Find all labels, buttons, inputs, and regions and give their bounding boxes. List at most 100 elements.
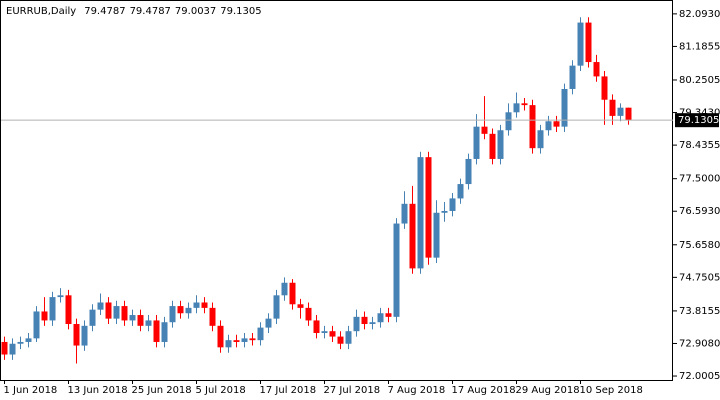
candle-body bbox=[505, 112, 512, 131]
x-tick-label: 17 Jul 2018 bbox=[260, 385, 317, 396]
candle-body bbox=[273, 295, 280, 319]
candle-body bbox=[97, 302, 104, 310]
last-open: 79.4787 bbox=[84, 6, 125, 17]
x-tick-label: 17 Aug 2018 bbox=[452, 385, 516, 396]
candle-body bbox=[249, 338, 256, 341]
candle-body bbox=[65, 295, 72, 325]
candle-body bbox=[177, 306, 184, 314]
candle-body bbox=[489, 133, 496, 159]
x-tick-label: 1 Jun 2018 bbox=[4, 385, 58, 396]
candle-body bbox=[73, 324, 80, 346]
x-tick-label: 7 Aug 2018 bbox=[388, 385, 446, 396]
y-tick-label: 76.5930 bbox=[679, 206, 720, 217]
candle-body bbox=[217, 325, 224, 348]
candle-body bbox=[305, 307, 312, 321]
candle-body bbox=[353, 316, 360, 332]
candle-body bbox=[57, 295, 64, 298]
candle-body bbox=[137, 315, 144, 326]
candle-body bbox=[313, 320, 320, 333]
candle-body bbox=[409, 203, 416, 269]
candle-body bbox=[153, 320, 160, 342]
candle-body bbox=[601, 76, 608, 100]
candle-body bbox=[553, 121, 560, 127]
candle-body bbox=[41, 311, 48, 321]
candle-body bbox=[257, 327, 264, 341]
y-tick-label: 78.4355 bbox=[679, 140, 720, 151]
candle-body bbox=[441, 210, 448, 213]
candle-body bbox=[609, 99, 616, 116]
last-close: 79.1305 bbox=[220, 6, 261, 17]
y-tick-label: 72.9080 bbox=[679, 338, 720, 349]
chart-title: EURRUB,Daily bbox=[6, 6, 76, 17]
candle-body bbox=[81, 325, 88, 346]
last-low: 79.0037 bbox=[175, 6, 216, 17]
candle-body bbox=[393, 223, 400, 317]
candle-body bbox=[617, 107, 624, 116]
x-tick-label: 27 Jul 2018 bbox=[324, 385, 381, 396]
y-tick-label: 74.7505 bbox=[679, 272, 720, 283]
candle-body bbox=[385, 313, 392, 317]
candle-body bbox=[521, 103, 528, 106]
candle-body bbox=[281, 282, 288, 296]
candle-body bbox=[89, 309, 96, 326]
candle-body bbox=[337, 336, 344, 344]
candle-body bbox=[9, 343, 16, 355]
candle-body bbox=[113, 306, 120, 319]
candle-body bbox=[417, 157, 424, 269]
candle-body bbox=[457, 184, 464, 199]
candle-body bbox=[577, 22, 584, 66]
x-tick-label: 5 Jul 2018 bbox=[196, 385, 246, 396]
candle-body bbox=[433, 212, 440, 258]
candle-body bbox=[345, 331, 352, 344]
plot-frame bbox=[0, 0, 673, 381]
candle-body bbox=[329, 331, 336, 337]
candle-body bbox=[49, 297, 56, 321]
x-tick-label: 10 Sep 2018 bbox=[580, 385, 643, 396]
candle-body bbox=[377, 313, 384, 323]
candle-body bbox=[33, 311, 40, 339]
candle-body bbox=[193, 302, 200, 308]
candle-body bbox=[401, 203, 408, 224]
price-tag bbox=[675, 113, 719, 128]
candle-body bbox=[1, 341, 8, 355]
candle-body bbox=[497, 130, 504, 159]
candle-body bbox=[161, 322, 168, 342]
x-tick-label: 25 Jun 2018 bbox=[132, 385, 192, 396]
candle-body bbox=[105, 302, 112, 319]
candle-body bbox=[537, 130, 544, 149]
y-tick-label: 75.6580 bbox=[679, 240, 720, 251]
candle-body bbox=[369, 322, 376, 325]
price-tag-label: 79.1305 bbox=[678, 115, 719, 126]
candle-body bbox=[321, 331, 328, 333]
y-tick-label: 80.2505 bbox=[679, 75, 720, 86]
candle-body bbox=[241, 338, 248, 342]
candle-body bbox=[201, 302, 208, 308]
y-tick-label: 81.1855 bbox=[679, 41, 720, 52]
y-tick-label: 79.3430 bbox=[679, 108, 720, 119]
candle-body bbox=[465, 158, 472, 185]
x-tick-label: 29 Aug 2018 bbox=[516, 385, 580, 396]
y-tick-label: 82.0930 bbox=[679, 9, 720, 20]
chart-header: EURRUB,Daily 79.4787 79.4787 79.0037 79.1305 bbox=[6, 6, 262, 17]
candle-body bbox=[585, 22, 592, 63]
candle-body bbox=[625, 107, 632, 121]
candle-body bbox=[593, 62, 600, 77]
candle-body bbox=[425, 157, 432, 258]
candle-body bbox=[569, 65, 576, 89]
y-tick-label: 73.8155 bbox=[679, 306, 720, 317]
candle-body bbox=[473, 126, 480, 159]
candle-body bbox=[209, 307, 216, 326]
candle-body bbox=[145, 320, 152, 326]
y-tick-label: 72.0005 bbox=[679, 371, 720, 382]
candle-body bbox=[25, 338, 32, 342]
candle-body bbox=[513, 103, 520, 113]
candle-body bbox=[265, 318, 272, 328]
candle-body bbox=[289, 282, 296, 305]
candle-body bbox=[529, 105, 536, 149]
candle-body bbox=[361, 316, 368, 325]
candle-body bbox=[561, 88, 568, 127]
candle-body bbox=[449, 198, 456, 211]
candle-body bbox=[297, 304, 304, 308]
candle-body bbox=[17, 341, 24, 344]
